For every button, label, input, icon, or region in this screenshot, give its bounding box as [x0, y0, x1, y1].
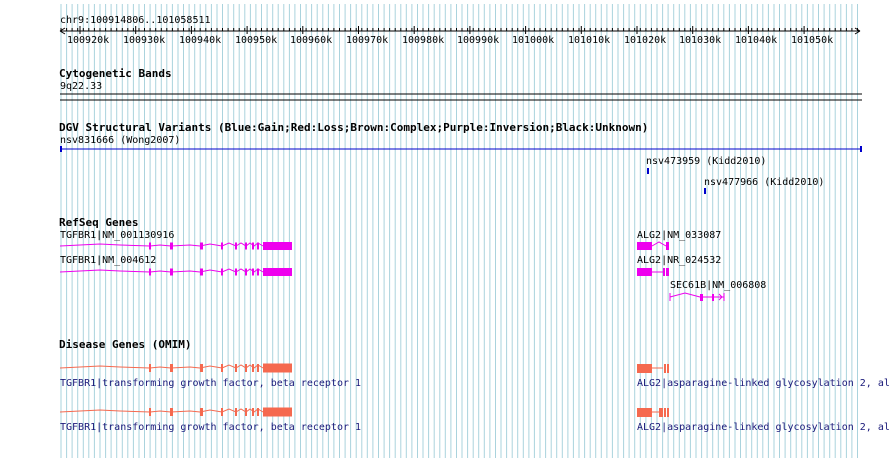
omim-gene-label[interactable]: TGFBR1|transforming growth factor, beta …	[60, 378, 362, 389]
omim-gene-label[interactable]: ALG2|asparagine-linked glycosylation 2, …	[637, 422, 890, 433]
ruler-tick-label: 100950k	[235, 35, 278, 46]
ruler-tick-label: 100930k	[123, 35, 166, 46]
ruler-tick-label: 100940k	[179, 35, 222, 46]
disease-gene-model-icon[interactable]	[637, 364, 669, 373]
ruler-tick-label: 100990k	[457, 35, 500, 46]
disease-gene-model-icon[interactable]	[637, 408, 669, 417]
omim-gene-label[interactable]: TGFBR1|transforming growth factor, beta …	[60, 422, 362, 433]
dgv-feature-nsv831666[interactable]	[60, 146, 862, 152]
grid-lines	[60, 4, 858, 458]
ruler-tick-label: 101040k	[735, 35, 778, 46]
ruler-left-arrow-icon	[59, 27, 66, 35]
track-title-omim[interactable]: Disease Genes (OMIM)	[59, 338, 192, 351]
coordinate-label: chr9:100914806..101058511	[60, 15, 211, 26]
gene-model-icon[interactable]	[669, 292, 725, 301]
gene-model-icon[interactable]	[59, 242, 292, 250]
ruler-right-arrow-icon	[854, 27, 861, 35]
refseq-gene-label[interactable]: ALG2|NM_033087	[637, 230, 722, 241]
cytoband-label[interactable]: 9q22.33	[60, 81, 103, 92]
refseq-gene-label[interactable]: TGFBR1|NM_001130916	[60, 230, 175, 241]
track-title-refseq[interactable]: RefSeq Genes	[59, 216, 139, 229]
gene-model-icon[interactable]	[637, 241, 669, 250]
dgv-feature-label[interactable]: nsv473959 (Kidd2010)	[646, 156, 767, 167]
ruler-tick-label: 101050k	[791, 35, 834, 46]
refseq-gene-label[interactable]: SEC61B|NM_006808	[670, 280, 767, 291]
dgv-feature-label[interactable]: nsv831666 (Wong2007)	[60, 135, 181, 146]
ruler-minor-ticks	[60, 26, 858, 34]
track-title-dgv[interactable]: DGV Structural Variants (Blue:Gain;Red:L…	[59, 121, 649, 134]
gene-model-icon[interactable]	[59, 268, 292, 276]
ruler-tick-label: 100920k	[67, 35, 110, 46]
refseq-gene-label[interactable]: TGFBR1|NM_004612	[60, 255, 157, 266]
gene-model-icon[interactable]	[637, 268, 669, 276]
dgv-feature-label[interactable]: nsv477966 (Kidd2010)	[704, 177, 825, 188]
dgv-feature-nsv477966[interactable]	[704, 188, 706, 194]
refseq-gene-label[interactable]: ALG2|NR_024532	[637, 255, 722, 266]
ruler-tick-label: 101010k	[568, 35, 611, 46]
ruler-tick-label: 100970k	[346, 35, 389, 46]
ruler-tick-label: 101020k	[624, 35, 667, 46]
disease-gene-model-icon[interactable]	[59, 407, 292, 417]
omim-gene-label[interactable]: ALG2|asparagine-linked glycosylation 2, …	[637, 378, 890, 389]
track-title-cytoband[interactable]: Cytogenetic Bands	[59, 67, 172, 80]
disease-gene-model-icon[interactable]	[59, 363, 292, 373]
dgv-feature-nsv473959[interactable]	[647, 168, 649, 174]
ruler-tick-label: 101030k	[679, 35, 722, 46]
ruler-tick-label: 100960k	[290, 35, 333, 46]
ruler-tick-label: 101000k	[512, 35, 555, 46]
ruler-tick-label: 100980k	[402, 35, 445, 46]
